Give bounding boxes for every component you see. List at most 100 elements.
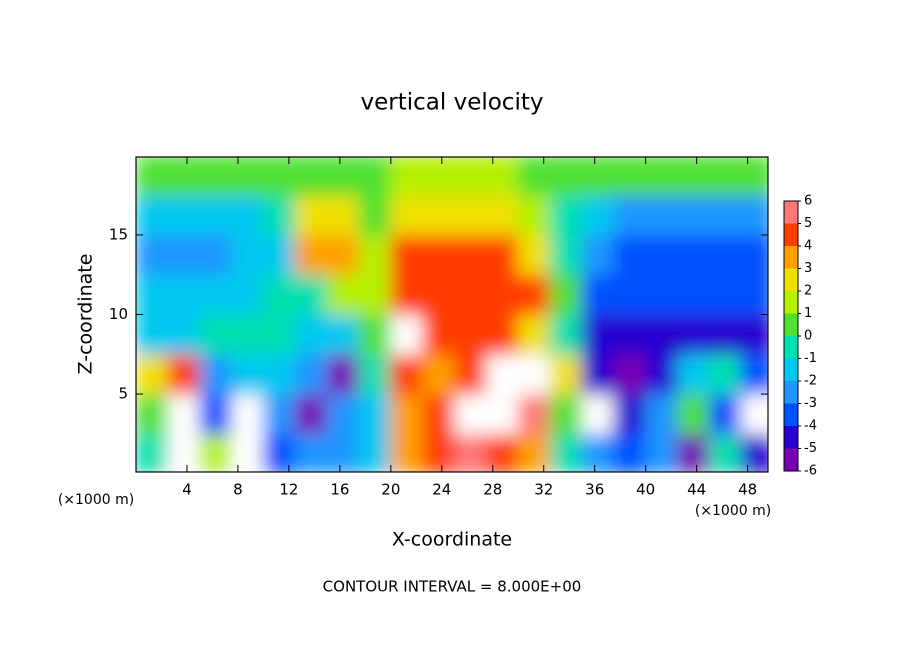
cell xyxy=(454,353,487,395)
cell xyxy=(645,274,679,315)
cell xyxy=(262,194,296,236)
cell xyxy=(708,314,742,355)
colorbar-swatch xyxy=(784,268,798,291)
y-tick-label: 10 xyxy=(109,305,128,323)
cell xyxy=(549,433,583,472)
cell xyxy=(358,353,392,395)
colorbar-label: 6 xyxy=(804,194,812,209)
cell xyxy=(454,157,487,196)
cell xyxy=(294,194,328,236)
cell xyxy=(326,393,360,435)
colorbar-swatch xyxy=(784,223,798,246)
cell xyxy=(262,274,296,315)
cell xyxy=(740,353,768,395)
x-axis-label: X-coordinate xyxy=(392,529,512,551)
colorbar-swatch xyxy=(784,336,798,359)
cell xyxy=(517,234,551,276)
cell xyxy=(326,157,360,196)
colorbar-swatch xyxy=(784,403,798,426)
cell xyxy=(645,433,679,472)
x-tick-label: 28 xyxy=(483,481,502,499)
cell xyxy=(358,274,392,315)
cell xyxy=(645,314,679,355)
colorbar-swatch xyxy=(784,426,798,449)
cell xyxy=(677,194,710,236)
cell xyxy=(613,157,647,196)
colorbar-label: -3 xyxy=(804,396,817,411)
cell xyxy=(581,234,615,276)
cell xyxy=(549,274,583,315)
cell xyxy=(454,393,487,435)
cell xyxy=(136,314,169,355)
cell xyxy=(199,314,233,355)
cell xyxy=(294,393,328,435)
cell xyxy=(390,393,424,435)
cell xyxy=(581,157,615,196)
cell xyxy=(136,393,169,435)
cell xyxy=(581,314,615,355)
cell xyxy=(485,353,519,395)
cell xyxy=(358,314,392,355)
cell xyxy=(326,274,360,315)
cell xyxy=(517,314,551,355)
cell xyxy=(136,353,169,395)
cell xyxy=(422,194,456,236)
cell xyxy=(199,393,233,435)
chart-title: vertical velocity xyxy=(361,90,544,116)
cell xyxy=(231,234,264,276)
cell xyxy=(708,274,742,315)
cell xyxy=(199,433,233,472)
cell xyxy=(136,194,169,236)
x-tick-label: 20 xyxy=(381,481,400,499)
cell xyxy=(231,314,264,355)
cell xyxy=(422,393,456,435)
cell xyxy=(613,274,647,315)
cell xyxy=(358,433,392,472)
cell xyxy=(613,194,647,236)
cell xyxy=(231,194,264,236)
cell xyxy=(167,314,201,355)
cell xyxy=(294,274,328,315)
y-tick-label: 5 xyxy=(118,385,128,403)
cell xyxy=(422,157,456,196)
cell xyxy=(517,274,551,315)
cell xyxy=(645,157,679,196)
cell xyxy=(167,433,201,472)
x-tick-label: 24 xyxy=(432,481,451,499)
cell xyxy=(231,393,264,435)
colorbar-swatch xyxy=(784,381,798,404)
cell xyxy=(294,314,328,355)
cell xyxy=(677,433,710,472)
cell xyxy=(454,234,487,276)
cell xyxy=(517,194,551,236)
cell xyxy=(740,314,768,355)
cell xyxy=(645,353,679,395)
cell xyxy=(645,194,679,236)
cell xyxy=(326,234,360,276)
cell xyxy=(422,433,456,472)
cell xyxy=(708,194,742,236)
cell xyxy=(167,353,201,395)
cell xyxy=(262,353,296,395)
cell xyxy=(708,157,742,196)
cell xyxy=(390,194,424,236)
colorbar-swatch xyxy=(784,358,798,381)
y-unit: (×1000 m) xyxy=(58,492,134,508)
cell xyxy=(199,157,233,196)
cell xyxy=(645,393,679,435)
cell xyxy=(517,353,551,395)
cell xyxy=(199,274,233,315)
colorbar-label: -5 xyxy=(804,441,817,456)
cell xyxy=(485,393,519,435)
colorbar-swatch xyxy=(784,201,798,224)
cell xyxy=(677,274,710,315)
cell xyxy=(740,157,768,196)
cell xyxy=(358,194,392,236)
cell xyxy=(326,314,360,355)
colorbar-swatch xyxy=(784,313,798,336)
cell xyxy=(613,433,647,472)
cell xyxy=(677,157,710,196)
cell xyxy=(677,314,710,355)
x-tick-label: 48 xyxy=(738,481,757,499)
